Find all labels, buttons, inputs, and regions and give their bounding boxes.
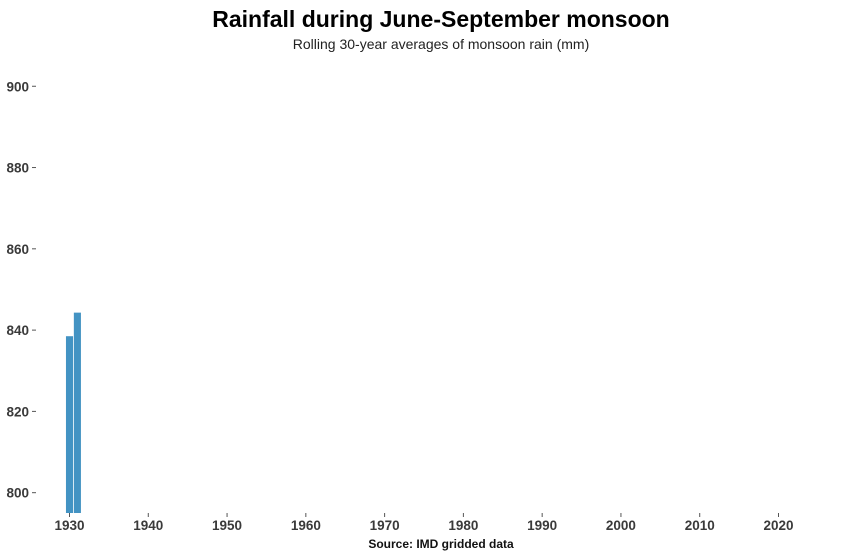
- x-tick-label: 1950: [212, 518, 242, 533]
- x-axis: 1930 1940 1950 1960 1970 1980 1990 2000 2010 2020: [54, 513, 794, 533]
- y-tick-label: 860: [6, 242, 29, 257]
- x-tick-label: 2000: [606, 518, 636, 533]
- x-tick-label: 1960: [291, 518, 321, 533]
- bar-1930: [65, 336, 74, 513]
- y-tick-label: 820: [6, 404, 29, 419]
- x-tick-label: 2010: [685, 518, 715, 533]
- y-tick-label: 880: [6, 161, 29, 176]
- x-tick-label: 1970: [370, 518, 400, 533]
- chart-title: Rainfall during June-September monsoon: [212, 6, 670, 32]
- x-tick-label: 1990: [527, 518, 557, 533]
- x-tick-label: 1930: [54, 518, 84, 533]
- x-tick-label: 1940: [133, 518, 163, 533]
- y-tick-label: 840: [6, 323, 29, 338]
- chart-subtitle: Rolling 30-year averages of monsoon rain…: [292, 36, 590, 52]
- y-tick-label: 900: [6, 79, 29, 94]
- x-tick-label: 2020: [763, 518, 793, 533]
- y-tick-label: 800: [6, 486, 29, 501]
- chart-caption: Source: IMD gridded data: [368, 537, 514, 551]
- x-tick-label: 1980: [448, 518, 478, 533]
- bar-1931: [73, 312, 81, 513]
- bars: [65, 312, 81, 513]
- y-axis: 800 820 840 860 880 900: [6, 79, 36, 501]
